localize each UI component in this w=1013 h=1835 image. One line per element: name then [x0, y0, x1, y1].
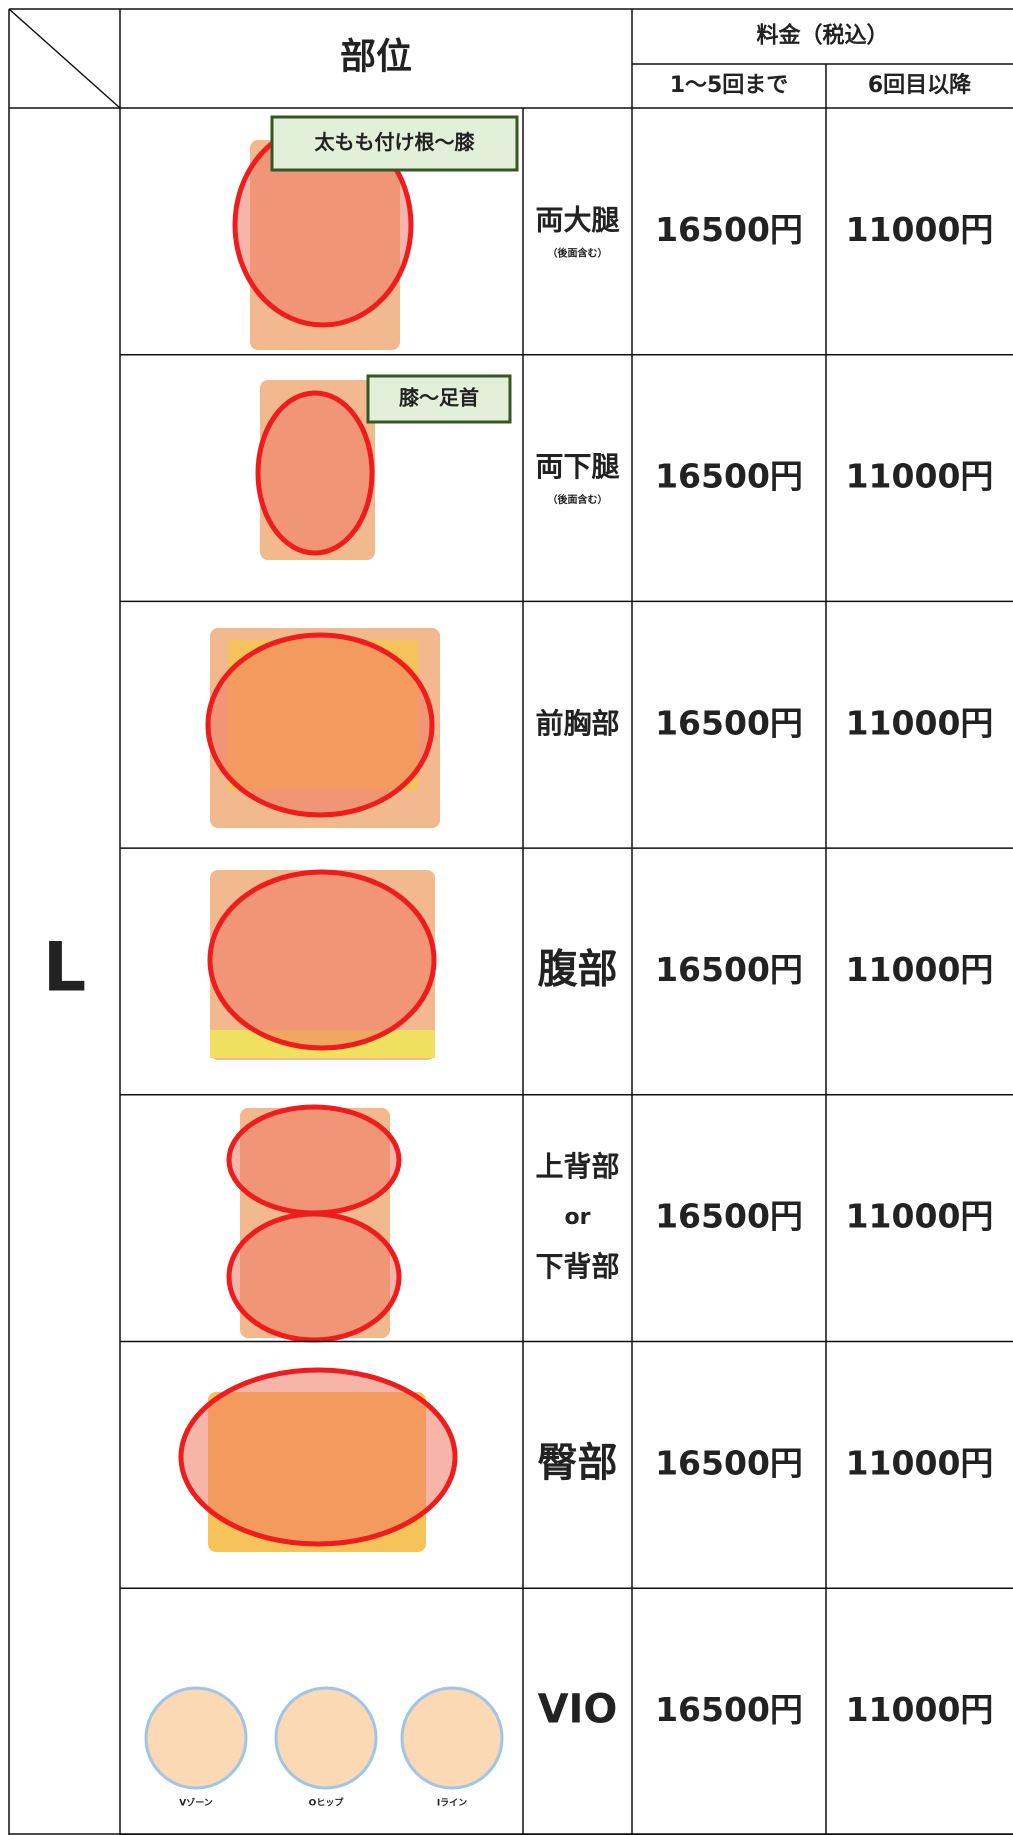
header-part: 部位: [340, 37, 412, 78]
part-name: 上背部: [535, 1150, 619, 1183]
rule: [8, 8, 121, 109]
price-later: 11000円: [846, 1197, 994, 1236]
price-first: 16500円: [655, 703, 803, 742]
price-later: 11000円: [846, 1690, 994, 1729]
part-note: （後面含む）: [548, 493, 608, 506]
zone-icon: [400, 1686, 504, 1790]
highlight: [226, 1104, 402, 1216]
header-price: 料金（税込）: [756, 23, 888, 49]
price-later: 11000円: [846, 210, 994, 249]
price-later: 11000円: [846, 1443, 994, 1482]
price-first: 16500円: [655, 950, 803, 989]
price-first: 16500円: [655, 1197, 803, 1236]
part-name: 臀部: [538, 1440, 618, 1486]
price-first: 16500円: [655, 1443, 803, 1482]
price-later: 11000円: [846, 457, 994, 496]
part-name: or: [565, 1205, 591, 1230]
part-name: 両大腿: [535, 203, 619, 236]
price-first: 16500円: [655, 210, 803, 249]
zone-label: Oヒップ: [309, 1797, 345, 1809]
price-later: 11000円: [846, 703, 994, 742]
tag-label: 膝〜足首: [399, 386, 479, 410]
part-name: 下背部: [535, 1250, 619, 1283]
part-note: （後面含む）: [548, 246, 608, 259]
part-name: 腹部: [538, 946, 618, 992]
highlight: [205, 632, 435, 818]
header-price2: 6回目以降: [868, 73, 972, 98]
zone-label: Vゾーン: [179, 1797, 213, 1809]
zone-icon: [144, 1686, 248, 1790]
highlight: [226, 1211, 402, 1343]
part-name: VIO: [538, 1687, 618, 1733]
highlight: [255, 390, 375, 556]
part-name: 両下腿: [535, 450, 619, 483]
tag-label: 太もも付け根〜膝: [315, 130, 476, 154]
price-later: 11000円: [846, 950, 994, 989]
tag-box: [270, 115, 519, 172]
zone-label: Iライン: [437, 1798, 467, 1809]
part-name: 前胸部: [535, 707, 619, 740]
highlight: [207, 869, 437, 1051]
highlight: [178, 1367, 458, 1547]
header-price1: 1〜5回まで: [670, 73, 789, 98]
price-first: 16500円: [655, 1690, 803, 1729]
zone-icon: [274, 1686, 378, 1790]
price-first: 16500円: [655, 457, 803, 496]
category: L: [43, 929, 86, 1008]
tag-box: [366, 374, 512, 424]
